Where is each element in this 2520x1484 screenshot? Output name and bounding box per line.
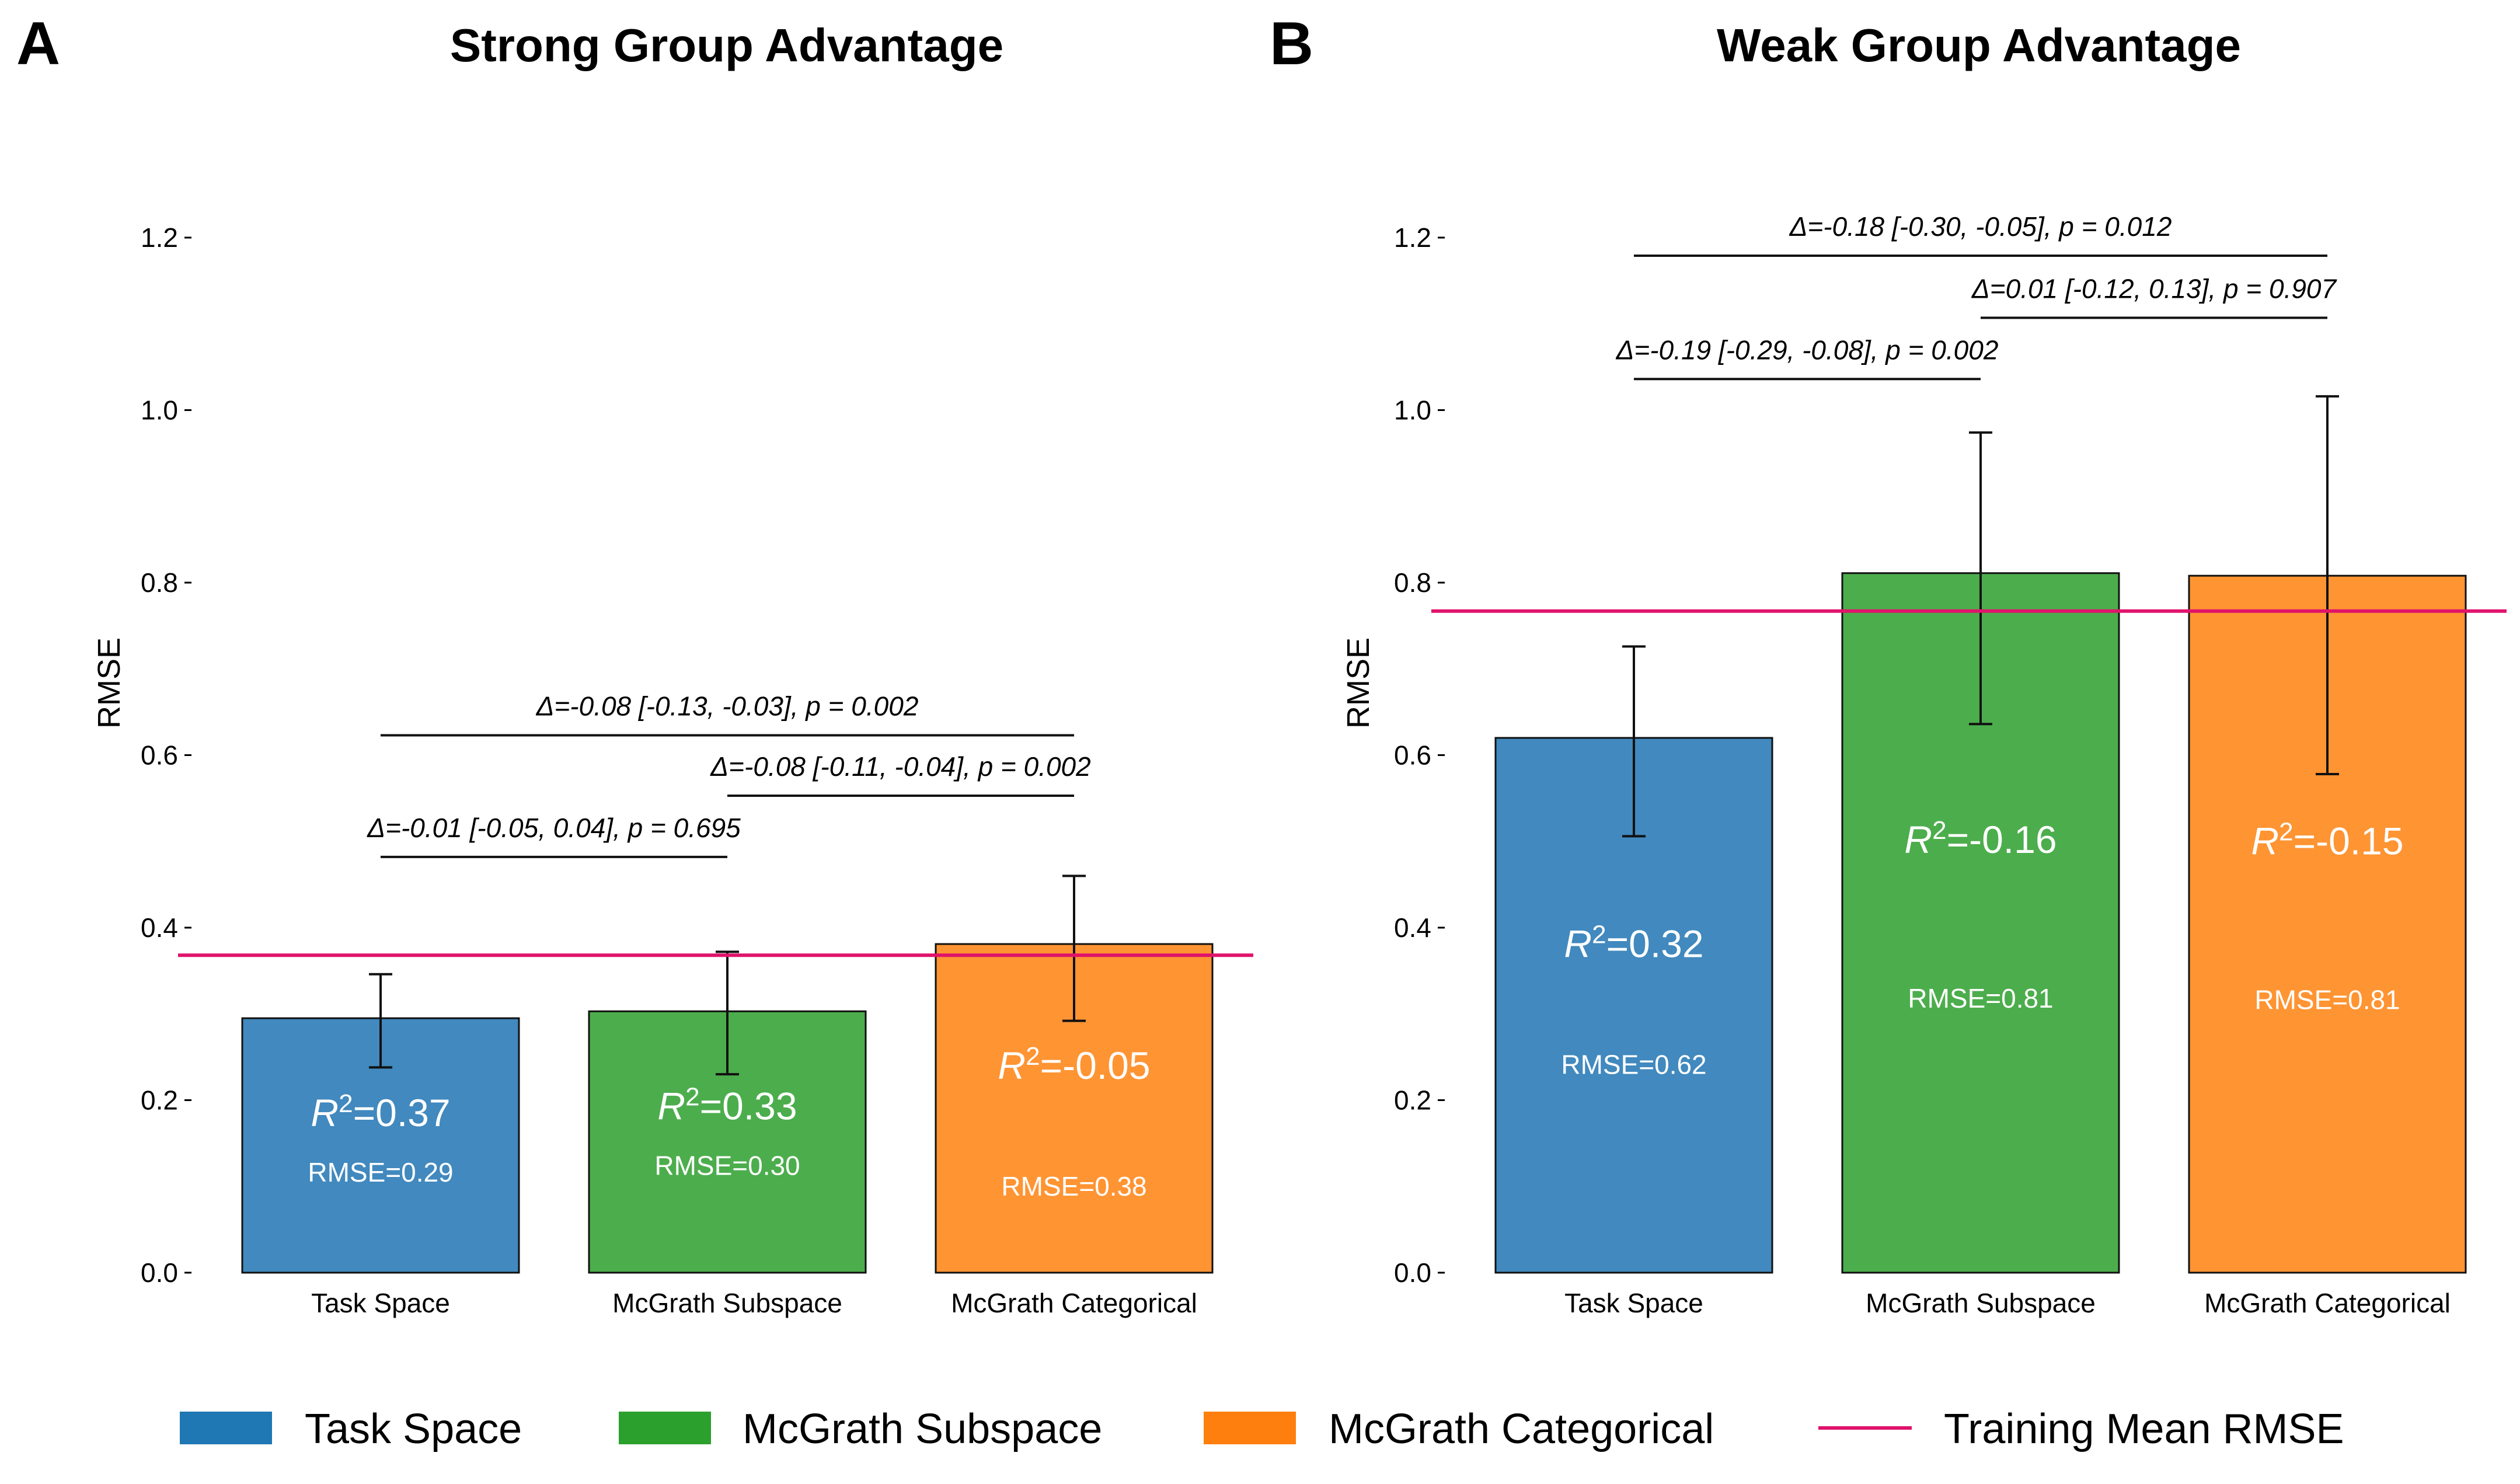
comparison-label: Δ=-0.18 [-0.30, -0.05], p = 0.012 [1789, 211, 2172, 242]
rmse-label: RMSE=0.29 [308, 1157, 453, 1187]
legend-swatch-mcgrath-categorical [1204, 1412, 1296, 1444]
rmse-label: RMSE=0.30 [654, 1150, 800, 1180]
comparison-label: Δ=-0.08 [-0.13, -0.03], p = 0.002 [536, 691, 919, 722]
x-tick-label: Task Space [1564, 1288, 1703, 1318]
comparison-label: Δ=-0.01 [-0.05, 0.04], p = 0.695 [367, 813, 741, 843]
y-tick-label: 0.6 [1394, 740, 1431, 771]
y-tick-label: 0.2 [141, 1085, 178, 1116]
x-tick-label: Task Space [311, 1288, 450, 1318]
y-tick-label: 0.6 [141, 740, 178, 771]
y-tick-label: 0.8 [141, 567, 178, 598]
r2-value: =0.33 [700, 1084, 797, 1127]
y-tick-label: 0.0 [141, 1257, 178, 1288]
legend: Task Space McGrath Subspace McGrath Cate… [180, 1406, 2344, 1452]
panel-a-plot: 0.0 0.2 0.4 0.6 0.8 1.0 1.2 R2=0.37 RMSE=0.29 R2=… [141, 222, 1253, 1318]
x-tick-label: McGrath Subspace [1866, 1288, 2096, 1318]
x-tick-label: McGrath Categorical [2204, 1288, 2451, 1318]
r2-label: R2=-0.16 [1904, 816, 2057, 862]
y-tick-label: 0.4 [1394, 912, 1431, 943]
legend-label-task-space: Task Space [305, 1406, 522, 1452]
panel-b-title: Weak Group Advantage [1717, 19, 2241, 71]
legend-label-mcgrath-categorical: McGrath Categorical [1329, 1406, 1714, 1452]
panel-letter-a: A [16, 10, 60, 78]
r2-value: =0.32 [1606, 922, 1704, 966]
comparison-label: Δ=0.01 [-0.12, 0.13], p = 0.907 [1971, 273, 2337, 304]
rmse-label: RMSE=0.81 [1908, 983, 2053, 1013]
r2-label: R2=0.33 [657, 1082, 797, 1128]
panel-a-title: Strong Group Advantage [450, 19, 1003, 71]
y-tick-label: 0.4 [141, 912, 178, 943]
y-tick-label: 1.2 [1394, 222, 1431, 253]
legend-label-mcgrath-subspace: McGrath Subspace [743, 1406, 1102, 1452]
rmse-label: RMSE=0.38 [1001, 1171, 1146, 1201]
comparison-label: Δ=-0.08 [-0.11, -0.04], p = 0.002 [710, 751, 1090, 782]
r2-label: R2=0.32 [1564, 920, 1703, 966]
y-tick-label: 1.0 [1394, 395, 1431, 426]
r2-value: =0.37 [353, 1091, 451, 1134]
r2-label: R2=-0.05 [998, 1041, 1150, 1087]
y-tick-label: 0.2 [1394, 1085, 1431, 1116]
r2-label: R2=0.37 [311, 1089, 450, 1135]
r2-value: =-0.05 [1040, 1044, 1151, 1087]
y-tick-label: 0.0 [1394, 1257, 1431, 1288]
x-tick-label: McGrath Categorical [951, 1288, 1197, 1318]
legend-swatch-task-space [180, 1412, 272, 1444]
y-tick-label: 1.2 [141, 222, 178, 253]
comparison-label: Δ=-0.19 [-0.29, -0.08], p = 0.002 [1616, 335, 1999, 365]
x-tick-label: McGrath Subspace [612, 1288, 842, 1318]
y-tick-label: 0.8 [1394, 567, 1431, 598]
panel-b-plot: 0.0 0.2 0.4 0.6 0.8 1.0 1.2 R2=0.32 RMSE=0.62 R2=… [1394, 211, 2507, 1318]
panel-b-y-axis-label: RMSE [1341, 638, 1376, 729]
r2-label: R2=-0.15 [2251, 817, 2403, 863]
rmse-label: RMSE=0.62 [1561, 1050, 1706, 1080]
legend-swatch-mcgrath-subspace [619, 1412, 711, 1444]
y-tick-label: 1.0 [141, 395, 178, 426]
r2-value: =-0.15 [2294, 820, 2404, 863]
panel-a-y-axis-label: RMSE [92, 638, 127, 729]
legend-label-training-mean-rmse: Training Mean RMSE [1944, 1406, 2344, 1452]
r2-value: =-0.16 [1947, 818, 2057, 861]
panel-letter-b: B [1270, 10, 1313, 78]
rmse-label: RMSE=0.81 [2254, 985, 2400, 1015]
